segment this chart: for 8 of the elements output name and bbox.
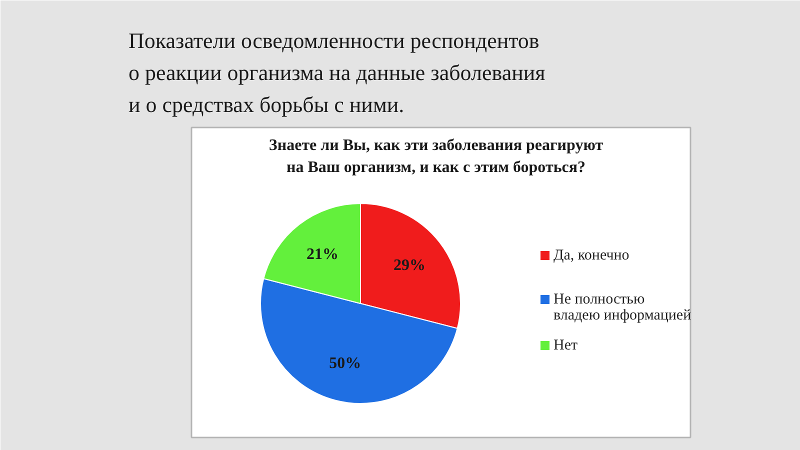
legend-label: Да, конечно xyxy=(554,248,630,264)
data-label: 50% xyxy=(329,355,362,372)
chart-title: Показатели осведомленности респондентов о реакции организма на данные заболевания и о средствах борьбы с ними. xyxy=(128,28,546,117)
legend-label: Не полностью владею информацией xyxy=(554,292,692,324)
legend-label: Нет xyxy=(554,338,578,354)
data-label: 29% xyxy=(393,257,426,274)
data-label: 21% xyxy=(306,246,338,264)
chart-subtitle: Знаете ли Вы, как эти заболевания реагируют на Ваш организм, и как с этим бороться? xyxy=(268,137,604,176)
